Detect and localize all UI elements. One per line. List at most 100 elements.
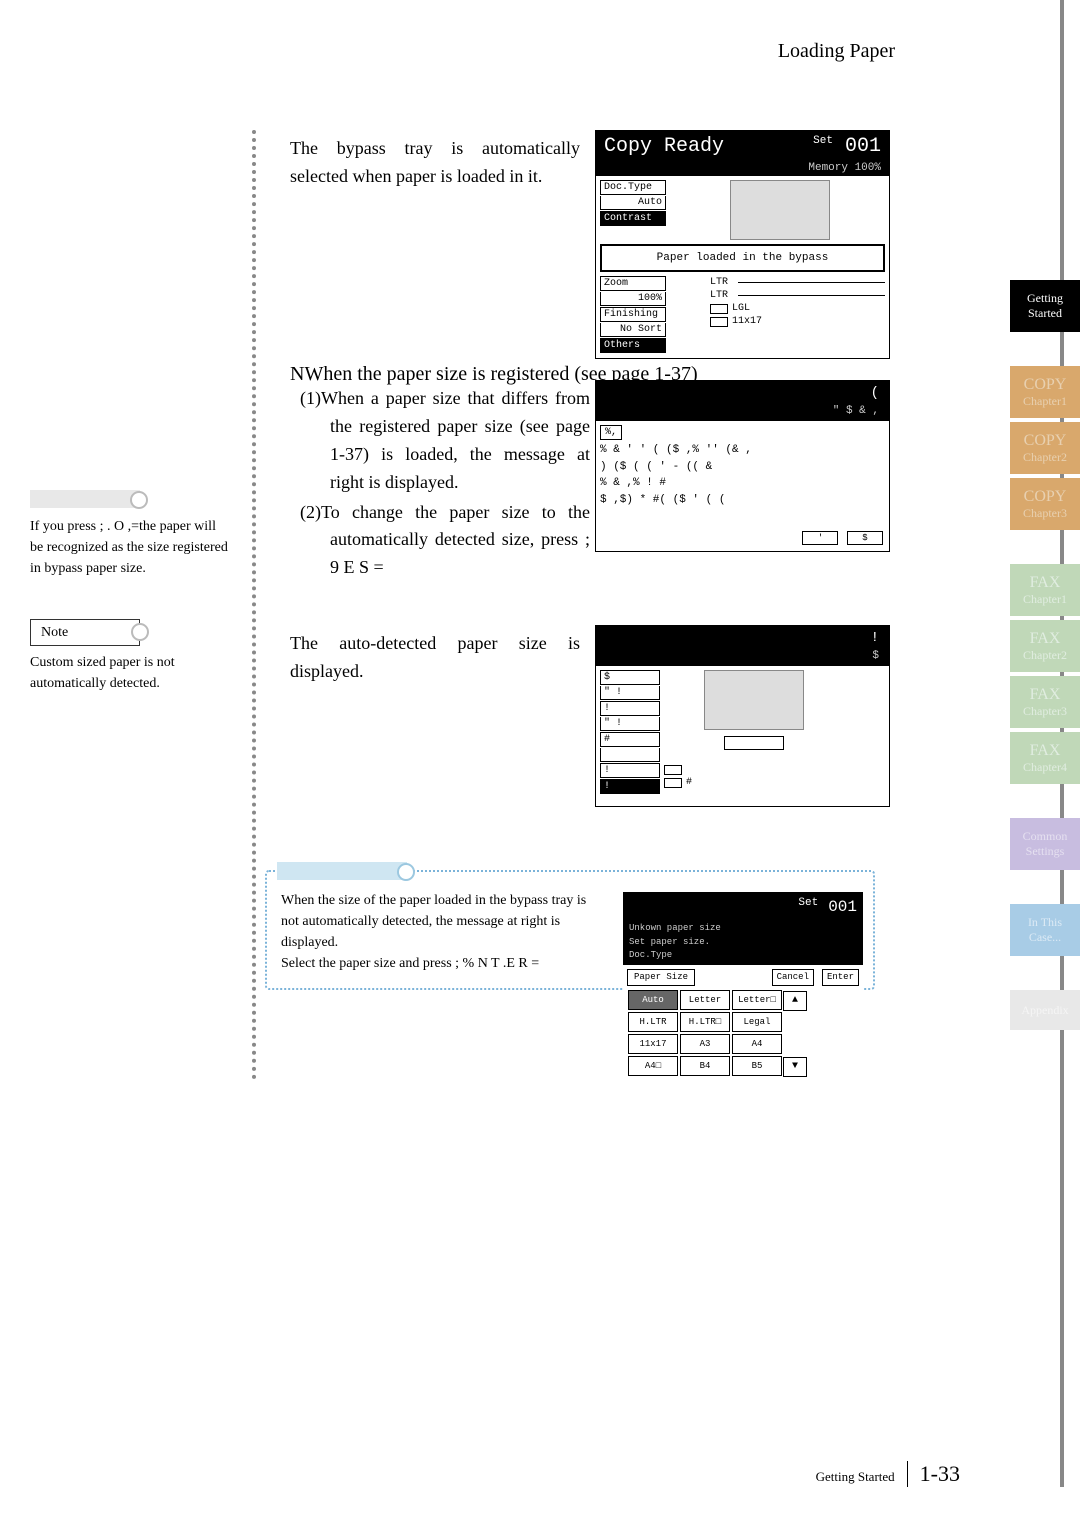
lcd3-sideitem: # [600,732,660,747]
info-marker [277,862,407,880]
paper-size-button[interactable]: 11x17 [628,1034,678,1054]
tab-label: Started [1028,306,1062,321]
lcd2-btn[interactable]: ' [802,531,838,545]
tab-copy-2[interactable]: COPY Chapter2 [1010,422,1080,474]
tab-label: FAX [1030,742,1061,760]
lcd3-corner: ! [596,626,889,650]
lcd3-tray: # [664,776,885,789]
lcd1-title-left: Copy Ready [604,135,724,158]
printer-icon [704,670,804,730]
tab-sublabel: Chapter4 [1023,760,1067,775]
lcd3-sideitem: ! [600,701,660,716]
bypass-intro-block: The bypass tray is automatically selecte… [290,135,580,191]
tab-label: Common [1023,829,1068,844]
arrow-down-button[interactable]: ▼ [783,1057,807,1077]
tab-label: In This [1028,915,1062,930]
paper-size-button[interactable]: H.LTR [628,1012,678,1032]
tab-label: COPY [1024,376,1067,394]
footer-section: Getting Started [816,1469,895,1485]
paper-size-button[interactable]: B4 [680,1056,730,1076]
paper-size-button[interactable]: Letter [680,990,730,1010]
tab-fax-3[interactable]: FAX Chapter3 [1010,676,1080,728]
lcd1-tray-label: LTR [710,290,728,301]
tab-label: Case... [1029,930,1061,945]
lcd2-row: % & ,% ! # [600,475,885,492]
left-sidebar: If you press ; . O ,=the paper will be r… [30,490,230,694]
tray-icon [710,304,728,314]
lcd4-size-grid: AutoLetterLetter□▲H.LTRH.LTR□Legal11x17A… [627,989,859,1077]
point-marker [30,490,140,508]
tab-sublabel: Chapter3 [1023,704,1067,719]
tab-copy-3[interactable]: COPY Chapter3 [1010,478,1080,530]
lcd2-line2: " $ & , [596,405,889,421]
info-box: When the size of the paper loaded in the… [265,870,875,990]
paper-size-button[interactable]: A4□ [628,1056,678,1076]
tab-sublabel: Chapter3 [1023,506,1067,521]
lcd1-sideitem: Auto [600,196,666,210]
right-sidebar-tabs: Getting Started COPY Chapter1 COPY Chapt… [1010,280,1080,1034]
lcd4-count: 001 [828,895,857,919]
bypass-intro-text: The bypass tray is automatically selecte… [290,135,580,191]
lcd3-sideitem: ! [600,763,660,778]
tab-label: FAX [1030,630,1061,648]
tab-label: Settings [1026,844,1065,859]
paper-size-button[interactable]: A4 [732,1034,782,1054]
lcd-screen-4: Set 001 Unkown paper size Set paper size… [623,892,863,1081]
tab-label: Getting [1027,291,1063,306]
tab-sublabel: Chapter1 [1023,394,1067,409]
lcd2-row: ) ($ ( ( ' - (( & [600,459,885,476]
lcd1-tray-label: 11x17 [732,316,762,327]
lcd1-set-label: Set [813,135,833,147]
lcd1-tray-label: LGL [732,303,750,314]
lcd1-sideitem: 100% [600,292,666,306]
paper-size-button[interactable]: Auto [628,990,678,1010]
tab-appendix[interactable]: Appendix [1010,990,1080,1030]
page-footer: Getting Started 1-33 [816,1461,960,1487]
page-header-title: Loading Paper [778,40,895,63]
paper-size-button[interactable]: Letter□ [732,990,782,1010]
tab-label: Appendix [1021,1003,1068,1018]
tab-common-settings[interactable]: Common Settings [1010,818,1080,870]
lcd4-msg2: Set paper size. [629,936,857,950]
note-text: Custom sized paper is not automatically … [30,652,230,694]
lcd4-msg1: Unkown paper size [629,922,857,936]
lcd4-set-label: Set [798,895,818,919]
lcd4-papersize-label: Paper Size [627,969,695,987]
section-n-item1: (1)When a paper size that differs from t… [300,385,590,497]
lcd1-tray: 11x17 [710,315,885,328]
lcd3-box [724,736,784,750]
enter-button[interactable]: Enter [822,969,859,987]
tab-fax-4[interactable]: FAX Chapter4 [1010,732,1080,784]
lcd1-memory: Memory 100% [596,162,889,176]
page-number: 1-33 [907,1461,960,1487]
lcd1-tray: LTR [710,276,885,289]
paper-size-button[interactable]: B5 [732,1056,782,1076]
lcd3-line2: $ [596,650,889,666]
lcd1-sideitem: Zoom [600,276,666,291]
tab-sublabel: Chapter1 [1023,592,1067,607]
tab-copy-1[interactable]: COPY Chapter1 [1010,366,1080,418]
lcd-screen-3: ! $ $ " ! ! " ! # ! ! # [595,625,890,807]
auto-detect-text: The auto-detected paper size is displaye… [290,630,580,686]
lcd1-titlebar: Copy Ready Set 001 [596,131,889,162]
lcd1-sideitem: No Sort [600,323,666,337]
cancel-button[interactable]: Cancel [772,969,814,987]
lcd1-sideitem: Finishing [600,307,666,322]
tab-fax-2[interactable]: FAX Chapter2 [1010,620,1080,672]
paper-size-button[interactable]: A3 [680,1034,730,1054]
lcd-screen-1: Copy Ready Set 001 Memory 100% Doc.Type … [595,130,890,359]
lcd-screen-2: ( " $ & , %, % & ' ' ( ($ ,% '' (& , ) (… [595,380,890,552]
printer-icon [730,180,830,240]
paper-size-button[interactable]: H.LTR□ [680,1012,730,1032]
lcd2-btn[interactable]: $ [847,531,883,545]
info-text: When the size of the paper loaded in the… [281,890,601,953]
arrow-up-button[interactable]: ▲ [783,991,807,1011]
tab-getting-started[interactable]: Getting Started [1010,280,1080,332]
tray-icon [664,778,682,788]
lcd1-body: Doc.Type Auto Contrast Paper loaded in t… [596,176,889,358]
tab-fax-1[interactable]: FAX Chapter1 [1010,564,1080,616]
paper-size-button[interactable]: Legal [732,1012,782,1032]
tab-in-this-case[interactable]: In This Case... [1010,904,1080,956]
tab-label: FAX [1030,686,1061,704]
note-box: Note Custom sized paper is not automatic… [30,619,230,694]
